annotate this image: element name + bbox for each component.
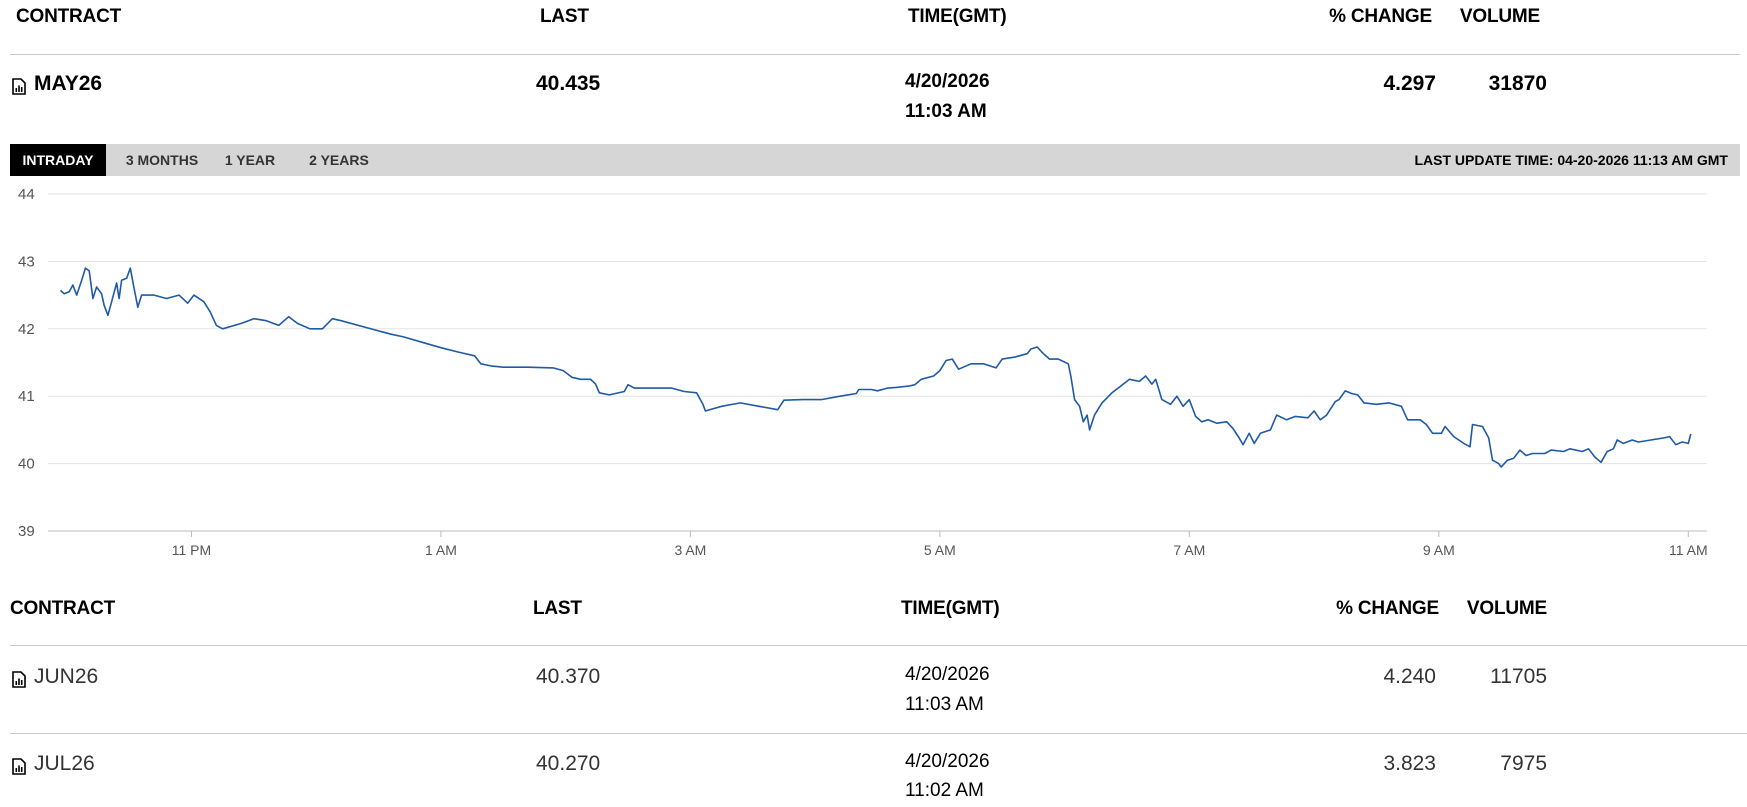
contract-name[interactable]: MAY26 (34, 72, 103, 95)
header-change: % CHANGE (1329, 6, 1432, 27)
contract-date: 4/20/2026 (905, 71, 990, 92)
x-tick-label: 1 AM (425, 542, 457, 558)
x-tick-label: 3 AM (674, 542, 706, 558)
tab-2-years[interactable]: 2 YEARS (309, 152, 369, 168)
y-tick-label: 44 (18, 186, 35, 203)
y-tick-label: 43 (18, 253, 35, 270)
row-date: 4/20/2026 (905, 664, 990, 685)
chart-document-icon[interactable] (12, 758, 26, 775)
row-last: 40.270 (536, 752, 601, 775)
contract-change: 4.297 (1383, 72, 1436, 95)
chart-document-icon[interactable] (12, 671, 26, 688)
row-change: 3.823 (1383, 752, 1436, 775)
header-time: TIME(GMT) (908, 6, 1007, 27)
x-tick-label: 11 PM (172, 542, 211, 558)
chart-range-tabs: INTRADAY 3 MONTHS 1 YEAR 2 YEARS LAST UP… (10, 144, 1740, 176)
header-divider (10, 54, 1740, 55)
row-volume: 7975 (1500, 752, 1547, 775)
table-header-time: TIME(GMT) (901, 598, 1000, 619)
tab-intraday[interactable]: INTRADAY (10, 144, 106, 176)
contract-volume: 31870 (1488, 72, 1547, 95)
tab-1-year[interactable]: 1 YEAR (224, 152, 276, 168)
row-change: 4.240 (1383, 665, 1436, 688)
price-line (59, 267, 1692, 468)
header-contract: CONTRACT (16, 6, 121, 27)
y-tick-label: 39 (18, 523, 35, 540)
header-volume: VOLUME (1459, 6, 1540, 27)
table-header-change: % CHANGE (1336, 598, 1439, 619)
row-divider (10, 733, 1747, 734)
table-header-divider (10, 645, 1747, 646)
chart-document-icon[interactable] (12, 78, 26, 95)
y-tick-label: 42 (18, 321, 35, 338)
row-time: 11:03 AM (905, 694, 984, 715)
row-date: 4/20/2026 (905, 751, 990, 772)
y-tick-label: 40 (18, 456, 35, 473)
contract-last: 40.435 (536, 72, 601, 95)
x-tick-label: 9 AM (1423, 542, 1455, 558)
x-tick-label: 5 AM (924, 542, 956, 558)
row-last: 40.370 (536, 665, 601, 688)
table-header-last: LAST (533, 598, 582, 619)
contract-time: 11:03 AM (905, 101, 987, 122)
y-tick-label: 41 (18, 388, 35, 405)
table-header-volume: VOLUME (1466, 598, 1547, 619)
table-header-contract: CONTRACT (10, 598, 115, 619)
tab-3-months[interactable]: 3 MONTHS (125, 152, 199, 168)
x-tick-label: 11 AM (1669, 542, 1708, 558)
row-contract-name[interactable]: JUN26 (34, 665, 99, 688)
row-contract-name[interactable]: JUL26 (34, 752, 95, 775)
row-time: 11:02 AM (905, 780, 984, 801)
intraday-price-chart: 44 43 42 41 40 39 11 PM 1 AM 3 AM 5 AM 7 AM 9 AM 11 … (18, 186, 1708, 558)
row-volume: 11705 (1490, 665, 1547, 688)
header-last: LAST (540, 6, 589, 27)
last-update-time: LAST UPDATE TIME: 04-20-2026 11:13 AM GM… (1414, 152, 1728, 168)
x-tick-label: 7 AM (1173, 542, 1205, 558)
